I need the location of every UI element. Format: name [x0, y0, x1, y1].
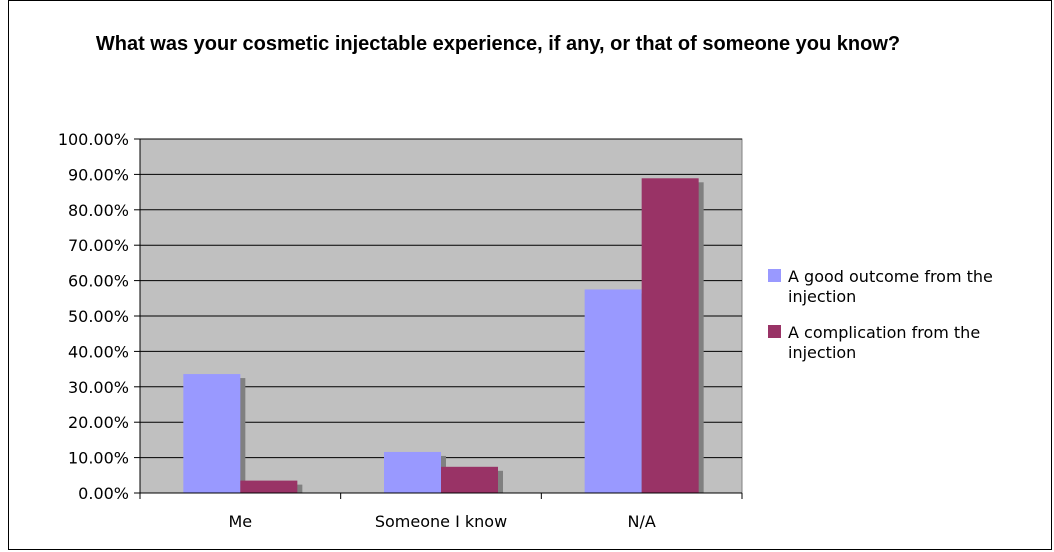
y-tick-label: 70.00%: [68, 236, 129, 255]
chart-title: What was your cosmetic injectable experi…: [95, 33, 901, 55]
bar: [641, 178, 699, 493]
y-tick-label: 60.00%: [68, 272, 129, 291]
bar: [240, 480, 298, 493]
x-tick-label: N/A: [628, 512, 656, 531]
y-tick-label: 100.00%: [58, 130, 129, 149]
y-tick-label: 40.00%: [68, 342, 129, 361]
legend-label: A good outcome from the injection: [788, 267, 993, 306]
y-tick-label: 20.00%: [68, 413, 129, 432]
y-tick-label: 30.00%: [68, 378, 129, 397]
x-tick-label: Someone I know: [375, 512, 507, 531]
y-tick-label: 80.00%: [68, 201, 129, 220]
y-tick-label: 90.00%: [68, 165, 129, 184]
y-tick-label: 50.00%: [68, 307, 129, 326]
legend-swatch: [768, 325, 781, 338]
bar: [183, 374, 241, 493]
x-tick-label: Me: [229, 512, 253, 531]
legend-label: A complication from the injection: [788, 323, 980, 362]
legend-swatch: [768, 269, 781, 282]
bar: [584, 289, 642, 493]
bar: [441, 466, 498, 493]
bar: [384, 451, 441, 493]
y-tick-label: 10.00%: [68, 449, 129, 468]
y-tick-label: 0.00%: [78, 484, 129, 503]
